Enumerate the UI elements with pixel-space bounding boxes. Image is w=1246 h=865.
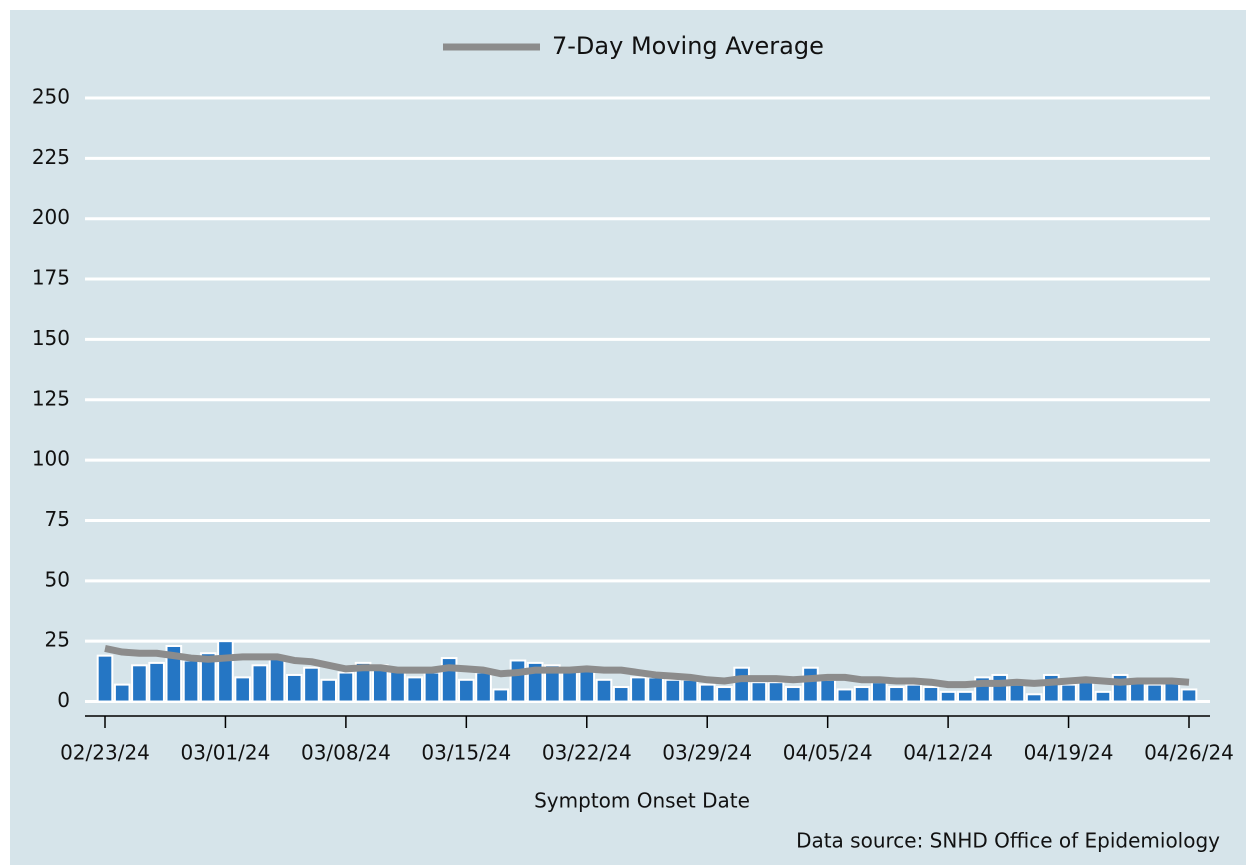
bar [389,669,406,703]
bar [888,686,905,703]
bar [957,690,974,703]
bar [612,686,630,703]
y-tick-label: 225 [32,145,70,169]
x-tick-label: 03/15/24 [421,741,511,765]
bar [870,681,888,703]
bar [217,640,234,703]
bar [406,676,424,703]
bar [1094,690,1112,703]
bar [767,681,785,703]
x-tick-label: 03/29/24 [662,741,752,765]
bar [1180,688,1198,703]
bar [922,686,940,703]
bar [716,686,733,703]
bar [681,678,699,703]
bar [1163,681,1181,703]
bar [182,659,200,703]
source-note: Data source: SNHD Office of Epidemiology [796,829,1220,853]
legend-label: 7-Day Moving Average [552,32,824,60]
bar [544,664,561,703]
bar [939,690,957,703]
x-tick-label: 04/05/24 [783,741,873,765]
x-tick-label: 03/08/24 [301,741,391,765]
bar [750,681,768,703]
y-tick-label: 0 [57,688,70,712]
bar [251,664,269,703]
bar [509,659,527,703]
bar [1129,681,1146,703]
x-tick-label: 04/12/24 [903,741,993,765]
bar [561,669,578,703]
bar [1146,683,1163,703]
bar [1060,683,1077,703]
bar [165,644,183,703]
x-tick-label: 04/26/24 [1144,741,1234,765]
moving-average-line [104,644,1190,689]
y-tick-label: 150 [32,326,70,350]
bar [113,683,131,703]
bar [698,683,716,703]
bar [853,686,871,703]
bar [285,673,303,703]
bar [802,666,819,703]
bar [647,676,664,703]
bar [475,671,492,703]
bar [96,654,114,703]
bar [578,669,596,703]
x-tick-label: 03/01/24 [181,741,271,765]
bar [268,657,286,703]
y-tick-label: 175 [32,266,70,290]
y-tick-label: 200 [32,205,70,229]
bar [303,666,320,703]
y-tick-label: 100 [32,447,70,471]
bar [354,661,372,703]
bar [320,678,337,703]
y-tick-label: 75 [45,507,70,531]
y-tick-label: 250 [32,85,70,109]
bar [337,671,355,703]
bar [991,673,1009,703]
bar [819,678,836,703]
chart-background [10,10,1246,865]
x-tick-label: 02/23/24 [60,741,150,765]
bar [1077,681,1095,703]
bar [492,688,510,703]
bar [458,678,475,703]
bar [784,686,802,703]
bar [234,676,251,703]
bar [595,678,613,703]
bar [148,661,165,703]
bar [733,666,750,703]
bar [423,671,441,703]
y-tick-label: 25 [45,628,70,652]
bar [836,688,854,703]
bar [1008,683,1026,703]
x-tick-label: 03/22/24 [542,741,632,765]
x-tick-label: 04/19/24 [1024,741,1114,765]
bar [630,676,647,703]
y-tick-label: 125 [32,386,70,410]
y-tick-label: 50 [45,567,70,591]
x-axis-title: Symptom Onset Date [534,789,750,813]
bar [131,664,148,703]
bar [664,678,682,703]
bar [1025,693,1043,703]
bar [199,652,217,703]
bar [905,683,923,703]
